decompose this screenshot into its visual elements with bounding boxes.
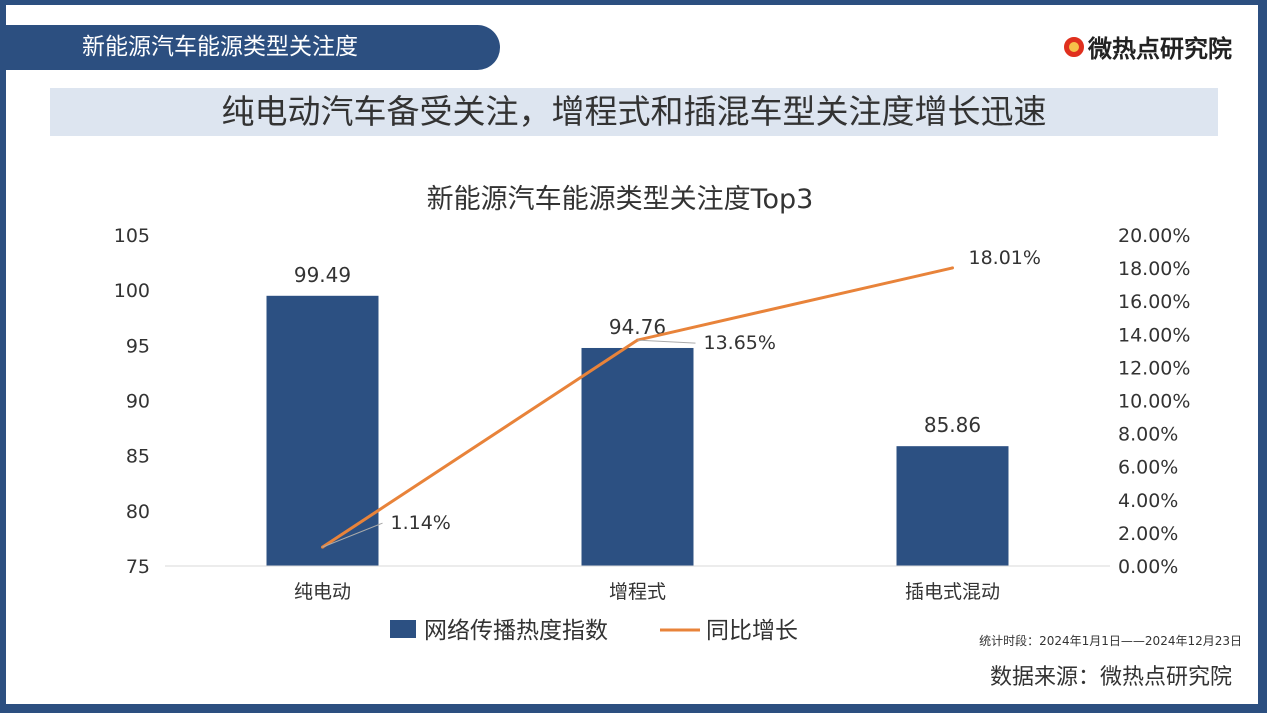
right-axis-tick: 14.00% [1118,324,1190,346]
right-axis-tick: 10.00% [1118,391,1190,413]
line-data-label: 18.01% [969,247,1041,269]
bar [581,347,694,566]
brand-logo: 微热点研究院 [1064,29,1232,64]
right-axis-tick: 18.00% [1118,258,1190,280]
right-axis-tick: 6.00% [1118,457,1178,479]
left-axis-tick: 95 [126,335,150,357]
category-label: 纯电动 [294,581,351,603]
right-axis-tick: 4.00% [1118,490,1178,512]
bar [896,446,1009,566]
right-axis-tick: 12.00% [1118,357,1190,379]
right-axis-tick: 0.00% [1118,556,1178,578]
left-axis-tick: 75 [126,556,150,578]
legend-bar-label: 网络传播热度指数 [424,618,608,644]
right-axis-tick: 16.00% [1118,291,1190,313]
logo-text: 微热点研究院 [1088,35,1232,63]
data-source: 数据来源：微热点研究院 [989,665,1232,690]
growth-point [951,266,954,270]
line-data-label: 13.65% [704,332,776,354]
left-axis-tick: 80 [126,501,150,523]
left-axis-tick: 85 [126,446,150,468]
left-axis-tick: 100 [114,280,150,302]
bar-data-label: 99.49 [294,263,351,287]
chart-title: 新能源汽车能源类型关注度Top3 [427,184,814,215]
category-label: 增程式 [609,581,666,603]
category-label: 插电式混动 [905,581,1000,603]
right-axis-tick: 20.00% [1118,225,1190,247]
line-data-label: 1.14% [391,512,451,534]
slide: 新能源汽车能源类型关注度 微热点研究院 纯电动汽车备受关注，增程式和插混车型关注… [6,5,1258,704]
section-tab-title: 新能源汽车能源类型关注度 [6,25,500,70]
stat-period: 统计时段：2024年1月1日——2024年12月23日 [979,634,1242,648]
leader-line [322,522,383,548]
legend-bar-swatch [390,620,416,638]
legend-line-label: 同比增长 [706,618,798,644]
bar-data-label: 85.86 [924,413,981,437]
headline: 纯电动汽车备受关注，增程式和插混车型关注度增长迅速 [50,88,1218,136]
leader-line [637,339,696,344]
bar [266,295,379,566]
left-axis-tick: 90 [126,391,150,413]
left-axis-tick: 105 [114,225,150,247]
logo-eye-icon [1064,36,1084,57]
right-axis-tick: 8.00% [1118,424,1178,446]
right-axis-tick: 2.00% [1118,523,1178,545]
